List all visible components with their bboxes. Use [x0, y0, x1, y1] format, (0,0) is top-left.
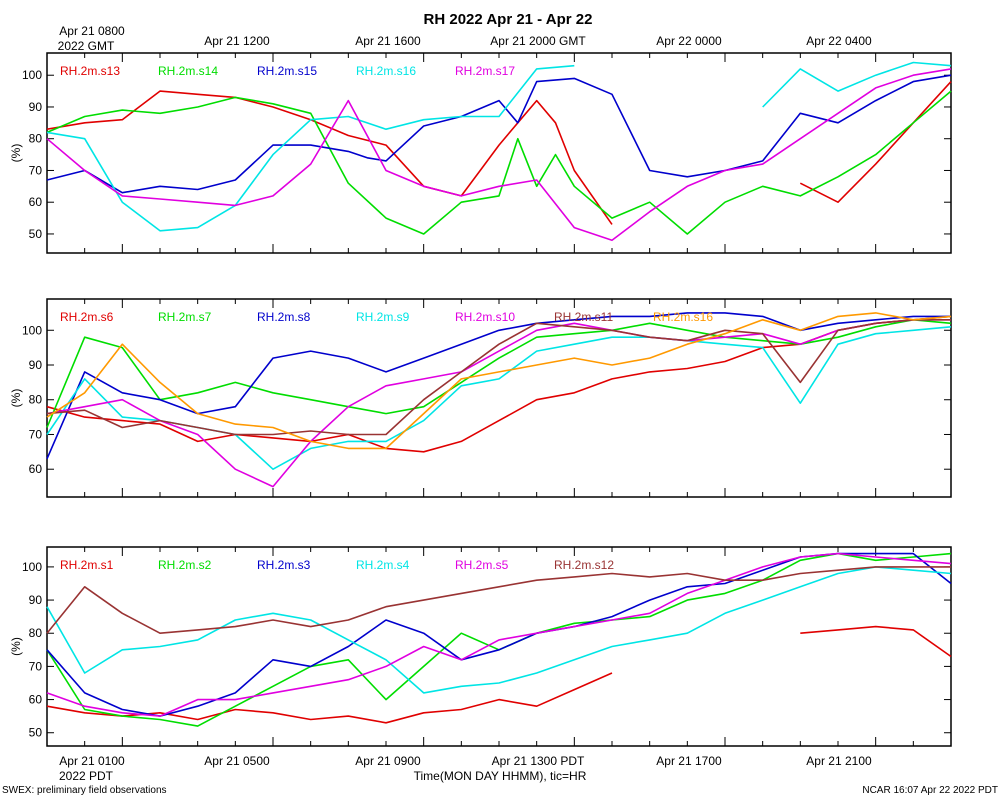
legend-RH-2m-s14: RH.2m.s14: [158, 64, 218, 78]
bottom-axis-label: Apr 21 1700: [656, 754, 722, 768]
series-line-RH-2m-s4: [46, 566, 952, 694]
x-axis-title: Time(MON DAY HHMM), tic=HR: [414, 769, 587, 783]
bottom-axis-label: Apr 21 1300 PDT: [492, 754, 585, 768]
footer-source: SWEX: preliminary field observations: [2, 785, 167, 796]
y-axis-label: (%): [9, 637, 23, 656]
series-line-RH-2m-s7: [46, 319, 952, 428]
bottom-axis-label: Apr 21 0100: [59, 754, 125, 768]
top-axis-label: Apr 21 0800: [59, 24, 125, 38]
bottom-axis-label: Apr 21 0500: [204, 754, 270, 768]
chart-title: RH 2022 Apr 21 - Apr 22: [424, 11, 593, 28]
y-tick-label: 70: [29, 659, 43, 673]
legend-RH-2m-s15: RH.2m.s15: [257, 64, 317, 78]
y-tick-label: 60: [29, 195, 43, 209]
plot-frame: [46, 52, 952, 254]
y-axis-label: (%): [9, 144, 23, 163]
panels: 50 60 70 80 90 100 (%) RH.2m.s13 RH.2m.s14 RH.2m.…: [9, 52, 952, 747]
y-tick-label: 100: [22, 560, 42, 574]
series-line-RH-2m-s10: [46, 319, 951, 488]
panel-3: 50 60 70 80 90 100 (%) RH.2m.s1 RH.2m.s2 RH.2m.s3…: [9, 546, 952, 747]
legend-RH-2m-s4: RH.2m.s4: [356, 558, 410, 572]
y-tick-label: 100: [22, 323, 42, 337]
y-tick-label: 60: [29, 462, 43, 476]
series-line-RH-2m-s8: [46, 312, 951, 460]
legend-RH-2m-s16: RH.2m.s16: [356, 64, 416, 78]
top-axis-label: Apr 21 2000 GMT: [490, 34, 586, 48]
y-tick-label: 90: [29, 593, 43, 607]
y-tick-label: 70: [29, 163, 43, 177]
legend-RH-2m-s17: RH.2m.s17: [455, 64, 515, 78]
y-tick-label: 50: [29, 227, 43, 241]
top-axis-label: Apr 22 0000: [656, 34, 722, 48]
bottom-axis-year: 2022 PDT: [59, 769, 114, 783]
series-line-RH-2m-s15: [46, 74, 952, 194]
series-line-RH-2m-s3: [46, 552, 952, 717]
series-line-RH-2m-s14: [46, 90, 952, 235]
top-axis-year: 2022 GMT: [58, 39, 115, 53]
footer-timestamp: NCAR 16:07 Apr 22 2022 PDT: [862, 785, 998, 796]
series-line-RH-2m-s17: [46, 68, 952, 242]
legend-RH-2m-s1: RH.2m.s1: [60, 558, 114, 572]
legend-RH-2m-s8: RH.2m.s8: [257, 310, 311, 324]
top-axis-label: Apr 22 0400: [806, 34, 872, 48]
series-line-RH-2m-s1: [46, 625, 952, 724]
y-tick-label: 90: [29, 358, 43, 372]
plot-frame: [46, 298, 952, 498]
series-line-RH-2m-s16: [46, 61, 952, 232]
legend-RH-2m-s6: RH.2m.s6: [60, 310, 114, 324]
legend-RH-2m-s2: RH.2m.s2: [158, 558, 212, 572]
y-tick-label: 50: [29, 726, 43, 740]
y-tick-label: 100: [22, 68, 42, 82]
legend-RH-2m-s16: RH.2m.s16: [653, 310, 713, 324]
series-line-RH-2m-s12: [46, 566, 951, 634]
bottom-axis-label: Apr 21 2100: [806, 754, 872, 768]
y-axis-label: (%): [9, 389, 23, 408]
panel-1: 50 60 70 80 90 100 (%) RH.2m.s13 RH.2m.s14 RH.2m.…: [9, 52, 952, 254]
legend-RH-2m-s7: RH.2m.s7: [158, 310, 212, 324]
bottom-axis-label: Apr 21 0900: [355, 754, 421, 768]
series-line-RH-2m-s16: [46, 312, 952, 450]
legend-RH-2m-s10: RH.2m.s10: [455, 310, 515, 324]
series-line-RH-2m-s9: [46, 326, 952, 470]
series-line-RH-2m-s6: [46, 315, 952, 453]
y-tick-label: 80: [29, 393, 43, 407]
top-axis-label: Apr 21 1200: [204, 34, 270, 48]
top-axis-label: Apr 21 1600: [355, 34, 421, 48]
legend-RH-2m-s11: RH.2m.s11: [554, 310, 613, 324]
panel-2: 60 70 80 90 100 (%) RH.2m.s6 RH.2m.s7 RH.2m.s8 RH…: [9, 298, 952, 498]
y-tick-label: 90: [29, 100, 43, 114]
series-line-RH-2m-s13: [46, 81, 952, 225]
y-tick-label: 70: [29, 427, 43, 441]
legend-RH-2m-s13: RH.2m.s13: [60, 64, 120, 78]
series-line-RH-2m-s5: [46, 552, 952, 717]
series-line-RH-2m-s11: [46, 319, 951, 436]
y-tick-label: 80: [29, 626, 43, 640]
legend-RH-2m-s3: RH.2m.s3: [257, 558, 311, 572]
y-tick-label: 80: [29, 132, 43, 146]
legend-RH-2m-s5: RH.2m.s5: [455, 558, 509, 572]
legend-RH-2m-s12: RH.2m.s12: [554, 558, 614, 572]
y-tick-label: 60: [29, 693, 43, 707]
legend-RH-2m-s9: RH.2m.s9: [356, 310, 410, 324]
